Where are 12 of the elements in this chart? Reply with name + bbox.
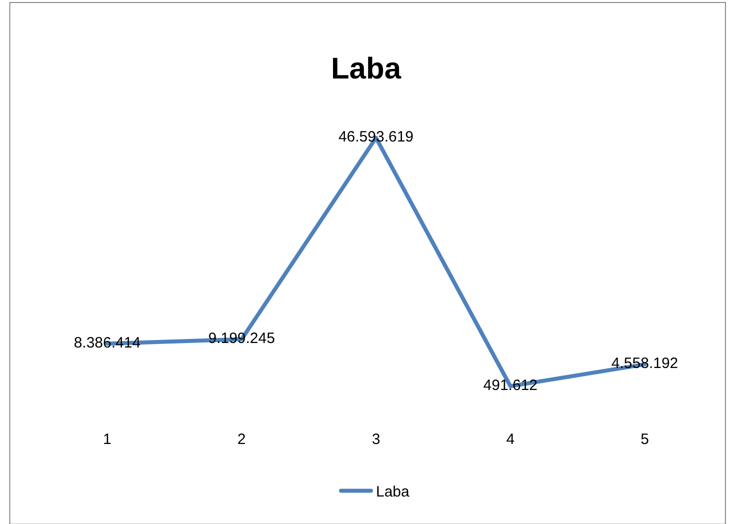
x-tick-label: 5 (640, 431, 649, 448)
x-tick-label: 3 (372, 431, 380, 448)
data-label: 46.593.619 (338, 128, 414, 146)
x-tick-label: 1 (103, 431, 112, 448)
legend-label: Laba (376, 484, 410, 501)
data-label: 491.612 (483, 376, 538, 394)
x-tick-label: 4 (506, 431, 515, 448)
data-label: 9.199.245 (208, 330, 275, 348)
chart-title: Laba (330, 52, 402, 86)
data-label: 8.386.414 (74, 334, 141, 352)
data-label: 4.558.192 (611, 355, 678, 372)
x-tick-label: 2 (237, 431, 246, 448)
